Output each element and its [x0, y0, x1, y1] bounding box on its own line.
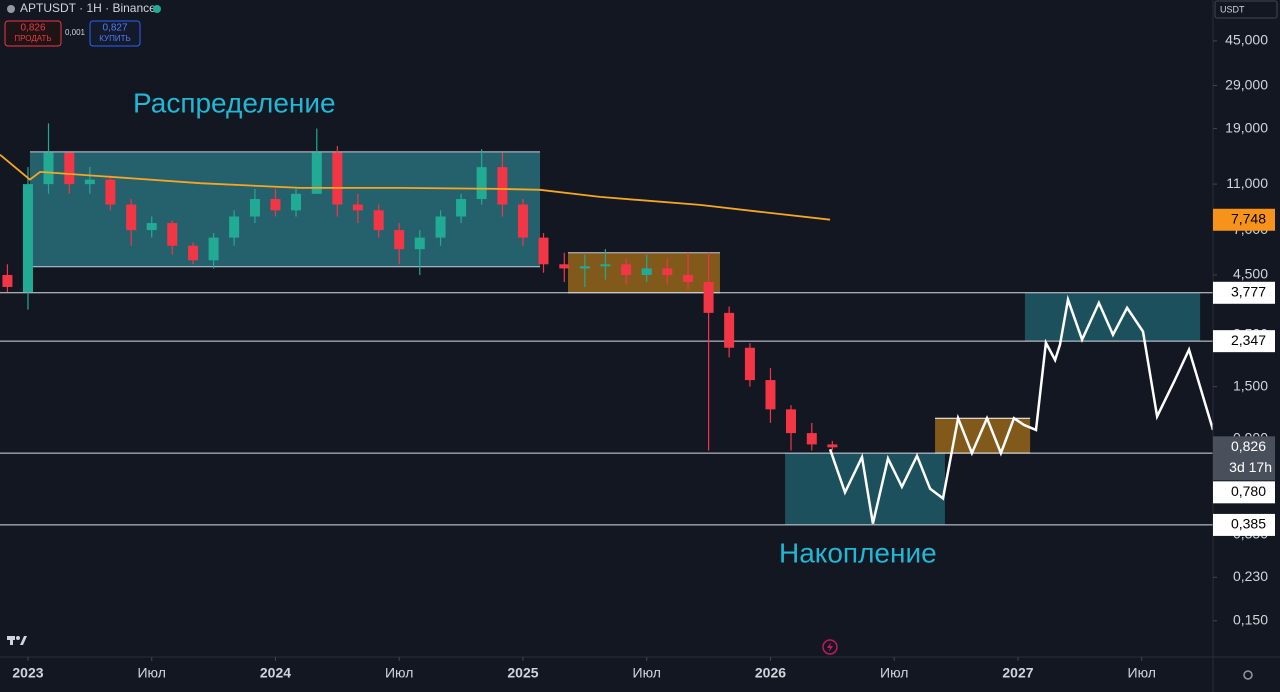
candle-body: [579, 266, 590, 269]
symbol-icon: [7, 5, 15, 13]
symbol: APTUSDT · 1H · Binance: [20, 1, 156, 15]
lightning-icon: [827, 642, 833, 652]
candle-body: [84, 179, 95, 185]
candle-body: [43, 152, 54, 185]
candle-body: [291, 193, 302, 211]
candle-body: [311, 152, 322, 194]
candle-body: [373, 210, 384, 231]
candle-body: [456, 199, 467, 217]
zone: [29, 151, 541, 267]
candle-body: [806, 433, 817, 445]
y-tick-label: 11,000: [1226, 175, 1268, 191]
candle-body: [64, 152, 75, 185]
candle-body: [2, 274, 13, 287]
annotation: Распределение: [133, 87, 336, 118]
level-label: 7,748: [1231, 210, 1266, 226]
settings-icon[interactable]: [1243, 670, 1253, 680]
candle-body: [167, 223, 178, 246]
x-tick-label: 2026: [755, 665, 786, 681]
candle-body: [724, 312, 735, 348]
candle-body: [641, 268, 652, 275]
candle-body: [249, 199, 260, 217]
candle-body: [22, 184, 33, 293]
candle-body: [621, 264, 632, 275]
candle-body: [765, 380, 776, 410]
candle-body: [208, 237, 219, 261]
annotation: Накопление: [779, 537, 937, 568]
candle-body: [229, 216, 240, 238]
lightning-icon[interactable]: [822, 639, 838, 655]
spread: 0,001: [65, 28, 86, 37]
level-label-box: [1213, 436, 1275, 481]
candle-body: [270, 199, 281, 211]
y-tick-label: 29,000: [1225, 76, 1268, 92]
candle-body: [146, 223, 157, 231]
logo: [7, 636, 27, 645]
candle-body: [414, 237, 425, 250]
candle-body: [559, 264, 570, 269]
zone: [785, 453, 945, 525]
x-tick-label: Июл: [385, 665, 413, 681]
level-label: 2,347: [1231, 332, 1266, 348]
y-tick-label: 45,000: [1225, 32, 1268, 48]
level-label: 0,826: [1231, 438, 1266, 454]
candle-body: [435, 216, 446, 238]
level-label-box: [1213, 330, 1275, 353]
line-series: [0, 154, 831, 221]
y-tick-label: 0,230: [1233, 568, 1268, 584]
candle-body: [188, 245, 199, 261]
currency: USDT: [1220, 4, 1245, 14]
x-tick-label: Июл: [633, 665, 661, 681]
candle-body: [394, 230, 405, 250]
level-label: 0,780: [1231, 483, 1266, 499]
candle-body: [703, 282, 714, 313]
status-dot: [153, 5, 161, 13]
x-tick-label: Июл: [880, 665, 908, 681]
buy-price: 0,827: [102, 23, 127, 34]
candle-body: [662, 268, 673, 275]
x-tick-label: Июл: [1128, 665, 1156, 681]
x-tick-label: 2023: [12, 665, 43, 681]
line-series: [828, 294, 1213, 524]
candle-body: [497, 167, 508, 205]
level-label-box: [1213, 281, 1275, 304]
y-tick-label: 19,000: [1225, 119, 1268, 135]
plot-area: [0, 123, 1213, 526]
level-label-box: [1213, 208, 1275, 231]
y-tick-label: 1,500: [1233, 377, 1268, 393]
candle-body: [517, 204, 528, 238]
x-tick-label: 2025: [507, 665, 538, 681]
sell-label: ПРОДАТЬ: [14, 34, 51, 43]
candle-body: [352, 204, 363, 211]
level-label-box: [1213, 481, 1275, 504]
candle-body: [332, 152, 343, 205]
sell-price: 0,826: [20, 23, 45, 34]
candle-body: [600, 264, 611, 267]
candle-body: [126, 204, 137, 231]
buy-button[interactable]: [89, 20, 141, 47]
level-label-box: [1213, 513, 1275, 536]
candle-body: [538, 237, 549, 265]
candle-body: [744, 347, 755, 381]
level-label: 0,385: [1231, 516, 1266, 532]
candle-body: [683, 274, 694, 283]
candle-body: [105, 179, 116, 205]
candle-body: [476, 167, 487, 200]
x-tick-label: 2024: [260, 665, 291, 681]
candle-body: [786, 409, 797, 434]
candle-body: [827, 444, 838, 448]
level-label: 3,777: [1231, 283, 1266, 299]
axes: 45,00029,00019,00011,0007,0004,5002,5001…: [12, 32, 1275, 681]
buy-label: КУПИТЬ: [99, 34, 130, 43]
sell-button[interactable]: [4, 20, 62, 47]
zone: [935, 418, 1031, 454]
currency-button[interactable]: [1214, 0, 1278, 19]
y-tick-label: 4,500: [1233, 266, 1268, 282]
x-tick-label: 2027: [1002, 665, 1033, 681]
countdown: 3d 17h: [1229, 459, 1272, 475]
x-tick-label: Июл: [137, 665, 165, 681]
y-tick-label: 0,150: [1233, 611, 1268, 627]
